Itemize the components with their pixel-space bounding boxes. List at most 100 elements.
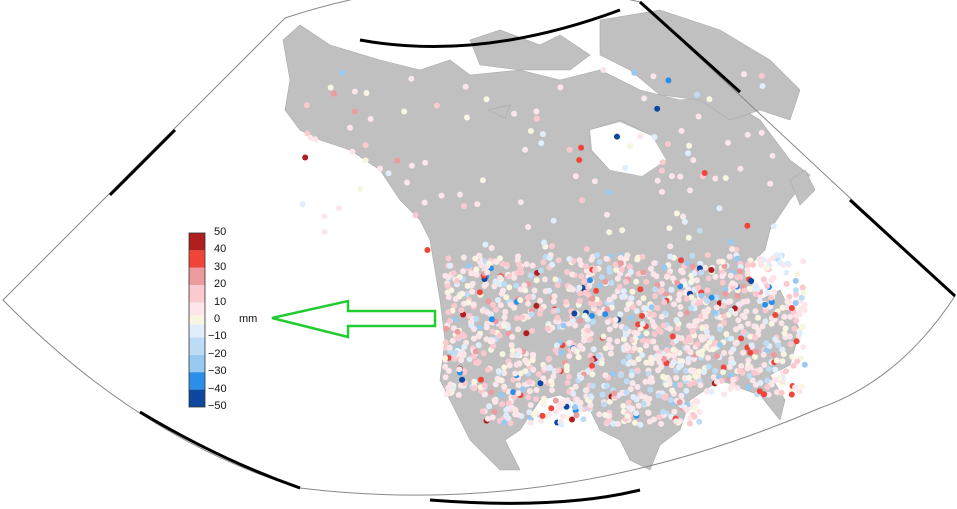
station-dot <box>658 420 665 427</box>
station-dot <box>727 372 734 379</box>
station-dot <box>533 115 540 122</box>
station-dot <box>588 256 595 263</box>
station-dot <box>661 356 668 362</box>
station-dot <box>442 374 449 381</box>
station-dot <box>685 234 692 241</box>
station-dot <box>765 366 772 372</box>
station-dot <box>523 261 530 268</box>
station-dot <box>501 370 508 376</box>
station-dot <box>446 344 453 351</box>
station-dot <box>488 316 495 323</box>
station-dot <box>544 325 551 332</box>
station-dot <box>727 239 734 245</box>
station-dot <box>752 308 759 315</box>
station-dot <box>608 304 615 311</box>
station-dot <box>714 353 720 360</box>
station-dot <box>748 278 755 284</box>
station-dot <box>523 358 530 365</box>
station-dot <box>401 108 408 115</box>
station-dot <box>642 305 649 312</box>
colorbar-bin <box>189 354 205 373</box>
station-dot <box>792 287 799 294</box>
station-dot <box>446 367 452 374</box>
station-dot <box>751 323 758 330</box>
station-dot <box>744 266 751 273</box>
station-dot <box>645 410 652 416</box>
station-dot <box>745 357 752 364</box>
station-dot <box>475 342 482 349</box>
station-dot <box>653 344 659 351</box>
station-dot <box>604 211 610 218</box>
station-dot <box>796 330 803 336</box>
station-dot <box>794 271 801 278</box>
station-dot <box>773 357 780 364</box>
station-dot <box>526 388 533 395</box>
station-dot <box>687 381 693 388</box>
station-dot <box>720 369 727 376</box>
station-dot <box>408 162 415 169</box>
station-dot <box>445 255 452 262</box>
station-dot <box>514 269 521 276</box>
station-dot <box>637 133 644 140</box>
station-dot <box>683 387 690 394</box>
station-dot <box>780 351 787 358</box>
station-dot <box>694 341 701 348</box>
station-dot <box>729 284 736 291</box>
station-dot <box>678 257 684 264</box>
station-dot <box>525 394 532 401</box>
station-dot <box>480 350 487 357</box>
station-dot <box>503 294 510 301</box>
station-dot <box>600 333 607 340</box>
station-dot <box>678 362 685 369</box>
station-dot <box>593 296 600 303</box>
station-dot <box>507 301 514 308</box>
station-dot <box>483 96 490 103</box>
station-dot <box>757 379 764 386</box>
station-dot <box>596 259 603 265</box>
station-dot <box>569 271 576 278</box>
station-dot <box>779 358 786 365</box>
station-dot <box>710 374 717 381</box>
station-dot <box>578 144 585 151</box>
station-dot <box>589 295 596 302</box>
colorbar-bin <box>189 389 205 407</box>
station-dot <box>701 170 708 176</box>
station-dot <box>756 298 763 304</box>
station-dot <box>658 167 665 174</box>
station-dot <box>788 305 795 311</box>
colorbar-tick-label: 10 <box>214 295 227 308</box>
station-dot <box>496 332 503 339</box>
station-dot <box>578 261 585 268</box>
station-dot <box>606 398 613 405</box>
station-dot <box>541 239 547 246</box>
station-dot <box>632 419 638 426</box>
station-dot <box>516 360 523 367</box>
station-dot <box>719 279 726 286</box>
station-dot <box>566 353 573 359</box>
station-dot <box>408 75 415 82</box>
colorbar-tick-label: 30 <box>214 260 227 273</box>
station-dot <box>377 165 383 172</box>
station-dot <box>664 273 670 280</box>
station-dot <box>558 349 564 356</box>
station-dot <box>347 124 354 131</box>
station-dot <box>455 392 462 398</box>
station-dot <box>552 276 559 283</box>
station-dot <box>722 175 729 181</box>
station-dot <box>705 275 712 282</box>
station-dot <box>677 304 684 310</box>
station-dot <box>721 391 728 398</box>
station-dot <box>548 378 555 384</box>
station-dot <box>448 287 455 294</box>
station-dot <box>691 379 698 386</box>
station-dot <box>678 267 684 274</box>
station-dot <box>793 291 800 298</box>
colorbar-bin <box>189 250 205 268</box>
station-dot <box>728 308 735 314</box>
station-dot <box>639 312 645 319</box>
colorbar-unit: mm <box>239 313 258 325</box>
station-dot <box>501 314 508 321</box>
station-dot <box>593 287 600 294</box>
station-dot <box>631 69 638 76</box>
station-dot <box>749 377 756 384</box>
